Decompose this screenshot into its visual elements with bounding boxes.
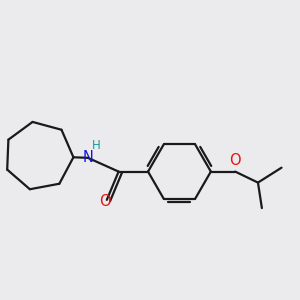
Text: O: O [99,194,111,209]
Text: H: H [92,139,100,152]
Text: O: O [230,153,241,168]
Text: N: N [82,150,93,165]
